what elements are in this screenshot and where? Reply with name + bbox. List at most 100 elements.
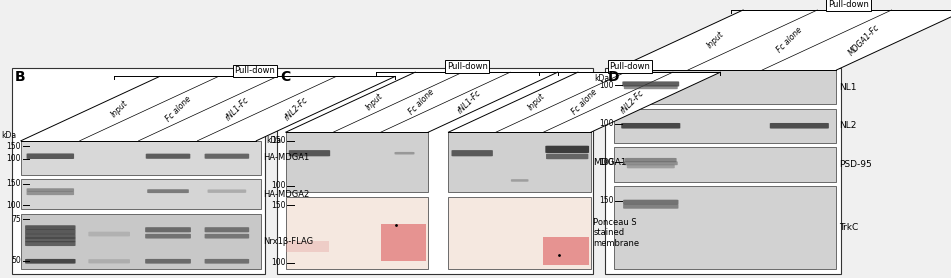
Text: kDa: kDa (2, 131, 17, 140)
Bar (285, 132, 428, 192)
FancyBboxPatch shape (207, 189, 246, 193)
Text: 50: 50 (11, 256, 21, 265)
Polygon shape (285, 72, 557, 132)
Text: 100: 100 (7, 201, 21, 210)
Bar (12, 68, 264, 274)
Text: TrkC: TrkC (839, 223, 858, 232)
Text: 75: 75 (11, 215, 21, 224)
Bar (285, 197, 428, 269)
FancyBboxPatch shape (622, 81, 679, 86)
Bar (613, 147, 837, 182)
Bar (613, 109, 837, 143)
Text: 100: 100 (271, 181, 285, 190)
FancyBboxPatch shape (27, 192, 74, 195)
Text: Fc alone: Fc alone (407, 88, 437, 117)
Text: kDa: kDa (266, 136, 281, 145)
FancyBboxPatch shape (204, 259, 249, 264)
FancyBboxPatch shape (146, 234, 191, 239)
FancyBboxPatch shape (289, 150, 330, 156)
Bar (613, 70, 837, 104)
Polygon shape (613, 10, 951, 70)
Bar (449, 132, 591, 192)
FancyBboxPatch shape (25, 234, 75, 239)
Text: Input: Input (706, 30, 726, 50)
Text: NL1: NL1 (839, 83, 857, 92)
FancyBboxPatch shape (27, 188, 74, 192)
Text: rNL1-Fc: rNL1-Fc (456, 89, 483, 116)
FancyBboxPatch shape (452, 150, 493, 156)
Bar (21, 179, 261, 209)
FancyBboxPatch shape (621, 123, 680, 128)
FancyBboxPatch shape (146, 154, 190, 159)
FancyBboxPatch shape (25, 259, 75, 264)
Text: rNL1-Fc: rNL1-Fc (223, 95, 251, 122)
Bar (285, 241, 329, 252)
Text: Input: Input (364, 92, 384, 112)
Text: MDGA1: MDGA1 (593, 158, 627, 167)
Text: Fc alone: Fc alone (570, 88, 599, 117)
Text: rNL2-Fc: rNL2-Fc (282, 95, 310, 122)
FancyBboxPatch shape (625, 158, 676, 162)
Text: kDa: kDa (594, 74, 610, 83)
Text: 150: 150 (599, 196, 613, 205)
FancyBboxPatch shape (624, 85, 678, 89)
FancyBboxPatch shape (25, 230, 75, 234)
FancyBboxPatch shape (769, 123, 829, 128)
Bar (278, 68, 592, 274)
Text: Fc alone: Fc alone (775, 26, 805, 54)
FancyBboxPatch shape (395, 152, 415, 155)
Text: B: B (15, 70, 26, 84)
FancyBboxPatch shape (88, 259, 130, 264)
Text: Pull-down: Pull-down (828, 0, 869, 9)
Bar (449, 197, 591, 269)
Bar (21, 141, 261, 175)
FancyBboxPatch shape (147, 189, 189, 193)
Text: rNL2-Fc: rNL2-Fc (618, 89, 646, 116)
Text: 150: 150 (7, 142, 21, 151)
Text: Ponceau S
stained
membrane: Ponceau S stained membrane (593, 218, 640, 248)
FancyBboxPatch shape (25, 225, 75, 230)
Bar (613, 186, 837, 269)
Text: Input: Input (527, 92, 547, 112)
Polygon shape (449, 72, 721, 132)
FancyBboxPatch shape (623, 200, 678, 204)
FancyBboxPatch shape (511, 179, 529, 182)
Text: 150: 150 (7, 179, 21, 188)
Polygon shape (21, 76, 395, 141)
Bar (380, 224, 426, 261)
FancyBboxPatch shape (623, 204, 678, 209)
FancyBboxPatch shape (25, 241, 75, 246)
Text: Pull-down: Pull-down (234, 66, 275, 75)
Text: Pull-down: Pull-down (610, 62, 650, 71)
Text: PSD-95: PSD-95 (839, 160, 872, 169)
FancyBboxPatch shape (546, 154, 589, 159)
Text: 100: 100 (7, 154, 21, 163)
Text: NL2: NL2 (839, 121, 856, 130)
FancyBboxPatch shape (25, 237, 75, 242)
FancyBboxPatch shape (146, 259, 191, 264)
Bar (605, 68, 841, 274)
FancyBboxPatch shape (146, 227, 191, 232)
Text: HA-MDGA2: HA-MDGA2 (263, 190, 309, 199)
Text: D: D (608, 70, 619, 84)
Text: Input: Input (109, 98, 130, 119)
Text: 150: 150 (271, 201, 285, 210)
FancyBboxPatch shape (27, 153, 74, 159)
FancyBboxPatch shape (88, 232, 130, 236)
Text: HA-MDGA1: HA-MDGA1 (263, 153, 309, 162)
Bar (543, 237, 589, 265)
Text: 100: 100 (599, 81, 613, 90)
Text: Fc alone: Fc alone (164, 94, 193, 123)
Text: 100: 100 (599, 119, 613, 128)
Text: Nrx1β-FLAG: Nrx1β-FLAG (263, 237, 313, 246)
FancyBboxPatch shape (204, 234, 249, 239)
Text: C: C (280, 70, 290, 84)
Bar (21, 214, 261, 269)
FancyBboxPatch shape (627, 165, 675, 168)
Text: 100: 100 (599, 158, 613, 167)
Text: MDGA1-Fc: MDGA1-Fc (846, 23, 882, 57)
FancyBboxPatch shape (204, 154, 249, 159)
FancyBboxPatch shape (204, 227, 249, 232)
FancyBboxPatch shape (624, 161, 678, 165)
Text: 100: 100 (271, 259, 285, 267)
